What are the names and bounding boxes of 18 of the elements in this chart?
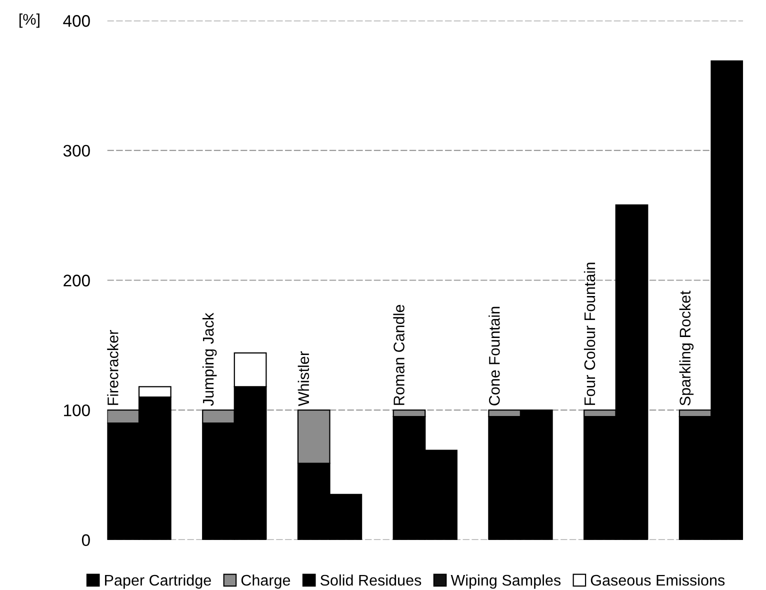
legend-label: Charge [241, 574, 290, 589]
x-tick-label: Sparkling Rocket [679, 290, 694, 406]
y-tick-label: 100 [64, 404, 90, 416]
y-axis-title: [%] [20, 14, 40, 28]
x-tick-label: Roman Candle [393, 304, 404, 405]
legend-label: Gaseous Emissions [590, 574, 725, 586]
x-tick-label: Jumping Jack [202, 312, 217, 406]
y-tick-label: 400 [63, 15, 90, 27]
x-tick-label: Whistler [298, 351, 310, 406]
x-tick-label: Firecracker [107, 330, 118, 405]
x-tick-label: Cone Fountain [488, 306, 500, 406]
legend-label: Solid Residues [320, 574, 422, 586]
y-tick-label: 0 [82, 534, 90, 546]
y-tick-label: 200 [64, 274, 90, 286]
legend-label: Wiping Samples [450, 574, 561, 589]
y-tick-label: 300 [63, 144, 90, 157]
legend-label: Paper Cartridge [105, 574, 211, 589]
x-tick-label: Four Colour Fountain [584, 262, 596, 405]
